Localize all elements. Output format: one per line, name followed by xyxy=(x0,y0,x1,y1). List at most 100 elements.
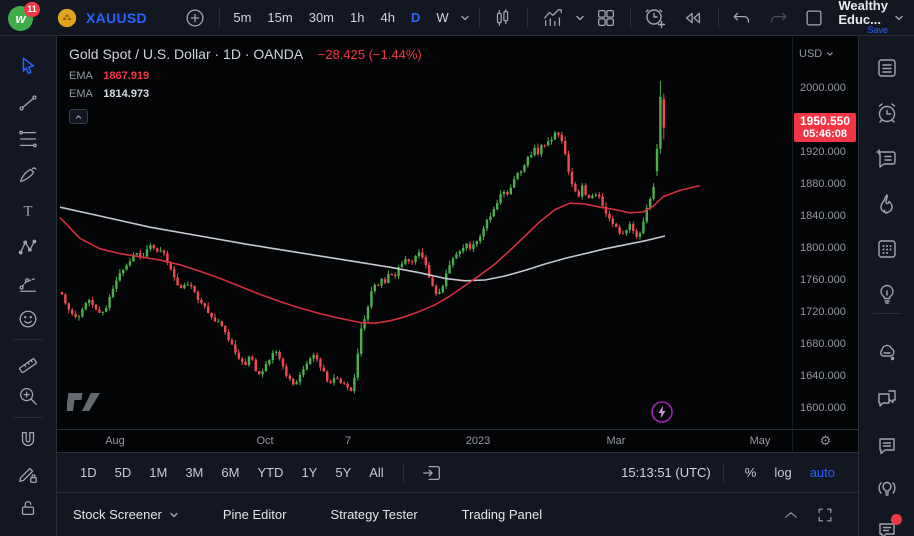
bar-replay-button[interactable] xyxy=(674,4,712,32)
go-to-date-button[interactable] xyxy=(414,459,450,487)
auto-scale-button[interactable]: auto xyxy=(809,465,835,480)
cursor-tool-button[interactable] xyxy=(17,55,39,77)
currency-label: USD xyxy=(799,48,823,60)
layout-menu-button[interactable] xyxy=(888,4,906,32)
saved-layout-button[interactable]: Wealthy Educ... Save xyxy=(838,0,888,36)
bulb-waves-icon xyxy=(878,481,896,496)
help-button[interactable] xyxy=(875,514,902,536)
symbol-search-button[interactable]: XAUUSD xyxy=(86,9,147,26)
time-axis[interactable]: Aug Oct 7 2023 Mar May ⚙ xyxy=(57,429,858,452)
hotlists-button[interactable] xyxy=(875,192,899,216)
price-axis[interactable]: USD 2000.0001960.0001920.0001880.0001840… xyxy=(792,36,858,429)
alerts-button[interactable] xyxy=(875,101,899,125)
comments-button[interactable] xyxy=(875,434,899,458)
range-1d[interactable]: 1D xyxy=(80,465,97,480)
streams-button[interactable] xyxy=(875,476,899,500)
forecast-tool-button[interactable] xyxy=(17,272,39,294)
range-6m[interactable]: 6M xyxy=(221,465,240,480)
timeframe-menu-button[interactable] xyxy=(457,4,473,32)
chart-legend: Gold Spot / U.S. Dollar · 1D · OANDA −28… xyxy=(69,46,422,124)
timeframe-4h[interactable]: 4h xyxy=(380,10,395,25)
logo-glyph: w xyxy=(15,10,26,26)
lock-all-drawings-button[interactable] xyxy=(17,497,39,519)
range-3m[interactable]: 3M xyxy=(185,465,204,480)
price-tick: 1880.000 xyxy=(800,178,846,190)
timeframe-1w[interactable]: W xyxy=(436,10,449,25)
create-alert-button[interactable] xyxy=(636,4,674,32)
tab-stock-screener[interactable]: Stock Screener xyxy=(73,507,179,522)
snapshot-layout-button[interactable] xyxy=(796,4,832,32)
drawing-lock-button[interactable] xyxy=(17,463,39,485)
watchlist-button[interactable] xyxy=(875,56,899,80)
range-1m[interactable]: 1M xyxy=(149,465,168,480)
range-5d[interactable]: 5D xyxy=(114,465,132,480)
xabcd-pattern-icon xyxy=(18,239,37,255)
layout-grid-button[interactable] xyxy=(588,4,624,32)
emoji-icon xyxy=(19,310,37,328)
ema-legend-row[interactable]: EMA 1867.919 xyxy=(69,70,422,82)
candlestick-plot[interactable] xyxy=(57,36,792,429)
tab-trading-panel[interactable]: Trading Panel xyxy=(462,507,542,522)
log-scale-button[interactable]: log xyxy=(774,465,792,480)
timeframe-1d-active[interactable]: D xyxy=(410,10,421,25)
calendar-button[interactable] xyxy=(875,237,899,261)
pine-editor-label: Pine Editor xyxy=(222,507,287,522)
collapse-legend-button[interactable] xyxy=(69,109,88,124)
magnet-mode-button[interactable] xyxy=(17,429,39,451)
indicators-menu-button[interactable] xyxy=(572,4,588,32)
range-all[interactable]: All xyxy=(369,465,384,480)
indicators-button[interactable] xyxy=(534,4,572,32)
timeframe-15m[interactable]: 15m xyxy=(267,10,293,25)
quick-action-flash-button[interactable] xyxy=(650,400,674,424)
measure-tool-button[interactable] xyxy=(17,351,39,373)
percent-scale-button[interactable]: % xyxy=(744,465,757,480)
timeframe-30m[interactable]: 30m xyxy=(308,10,335,25)
undo-button[interactable] xyxy=(724,4,760,32)
ema-legend-row[interactable]: EMA 1814.973 xyxy=(69,88,422,100)
bottom-panel: Stock Screener Pine Editor Strategy Test… xyxy=(57,492,858,536)
maximize-panel-button[interactable] xyxy=(808,501,842,529)
price-change: −28.425 (−1.44%) xyxy=(317,47,422,62)
candlestick-icon xyxy=(496,8,509,26)
separator xyxy=(402,462,404,483)
compare-add-symbol-button[interactable] xyxy=(177,4,213,32)
tab-pine-editor[interactable]: Pine Editor xyxy=(223,507,287,522)
timeframe-1h[interactable]: 1h xyxy=(350,10,365,25)
price-tick: 1920.000 xyxy=(800,146,846,158)
open-panel-button[interactable] xyxy=(774,501,808,529)
layout-name: Wealthy Educ... xyxy=(838,0,888,27)
save-label[interactable]: Save xyxy=(867,25,888,36)
range-ytd[interactable]: YTD xyxy=(257,465,284,480)
symbol-title[interactable]: Gold Spot / U.S. Dollar · 1D · OANDA xyxy=(69,46,304,62)
user-menu-button[interactable]: w 11 xyxy=(8,1,42,33)
range-5y[interactable]: 5Y xyxy=(335,465,352,480)
time-axis-labels[interactable]: Aug Oct 7 2023 Mar May xyxy=(57,430,792,452)
zoom-in-tool-button[interactable] xyxy=(17,385,39,407)
right-sidebar xyxy=(858,36,914,536)
price-chart[interactable]: Gold Spot / U.S. Dollar · 1D · OANDA −28… xyxy=(57,36,792,429)
clock-utc[interactable]: 15:13:51 (UTC) xyxy=(621,465,711,480)
chat-button[interactable] xyxy=(875,386,899,410)
pattern-tool-button[interactable] xyxy=(17,236,39,258)
chevron-down-icon xyxy=(575,15,584,20)
fib-tool-button[interactable] xyxy=(17,128,39,150)
chart-style-button[interactable] xyxy=(485,4,521,32)
minds-button[interactable] xyxy=(875,342,899,366)
toolbar-divider xyxy=(14,339,42,340)
ideas-button[interactable] xyxy=(875,282,899,306)
redo-button[interactable] xyxy=(760,4,796,32)
text-tool-button[interactable]: T xyxy=(17,200,39,222)
timeframe-5m[interactable]: 5m xyxy=(233,10,252,25)
range-1y[interactable]: 1Y xyxy=(301,465,318,480)
tab-strategy-tester[interactable]: Strategy Tester xyxy=(330,507,417,522)
axis-settings-corner[interactable]: ⚙ xyxy=(792,430,858,452)
notification-dot xyxy=(891,514,902,525)
price-axis-currency[interactable]: USD xyxy=(799,48,834,60)
trade-journal-button[interactable] xyxy=(875,146,899,170)
lightning-circle-icon xyxy=(651,401,673,423)
grid-layout-icon xyxy=(597,9,614,26)
emoji-tool-button[interactable] xyxy=(17,308,39,330)
brush-tool-button[interactable] xyxy=(17,164,39,186)
trend-line-tool-button[interactable] xyxy=(17,92,39,114)
trend-line-icon xyxy=(19,95,37,111)
